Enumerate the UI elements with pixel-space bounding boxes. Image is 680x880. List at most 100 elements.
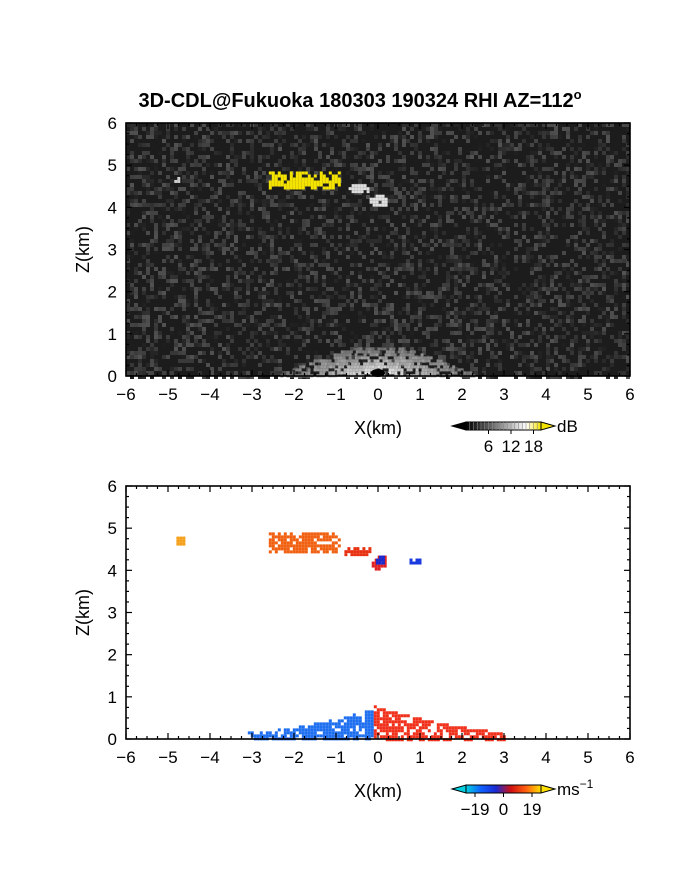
noise-pixel (522, 171, 526, 175)
noise-pixel (282, 139, 286, 143)
echo-pixel (385, 711, 389, 715)
x-tick-label: −6 (116, 748, 135, 767)
noise-pixel (186, 179, 190, 183)
noise-pixel (530, 143, 534, 147)
noise-pixel (282, 199, 286, 203)
noise-pixel (146, 371, 150, 375)
noise-pixel (162, 295, 166, 299)
noise-pixel (538, 267, 542, 271)
noise-pixel (126, 259, 130, 263)
echo-pixel (433, 371, 437, 375)
noise-pixel (546, 355, 550, 359)
noise-pixel (578, 191, 582, 195)
noise-pixel (218, 191, 222, 195)
echo-pixel (367, 719, 371, 723)
echo-feature (268, 171, 341, 190)
echo-pixel (346, 719, 350, 723)
noise-pixel (502, 339, 506, 343)
echo-pixel (331, 544, 335, 548)
echo-pixel (319, 538, 323, 542)
noise-pixel (438, 315, 442, 319)
noise-pixel (162, 219, 166, 223)
noise-pixel (494, 375, 498, 379)
echo-pixel (454, 726, 458, 730)
noise-pixel (126, 255, 130, 259)
echo-pixel (346, 725, 350, 729)
noise-pixel (306, 327, 310, 331)
noise-pixel (626, 331, 630, 335)
echo-pixel (418, 558, 422, 562)
noise-pixel (610, 255, 614, 259)
noise-pixel (570, 267, 574, 271)
noise-pixel (182, 347, 186, 351)
noise-pixel (334, 211, 338, 215)
noise-pixel (558, 375, 562, 379)
y-tick-label: 0 (108, 367, 117, 386)
noise-pixel (434, 295, 438, 299)
noise-pixel (562, 151, 566, 155)
noise-pixel (222, 179, 226, 183)
noise-pixel (234, 211, 238, 215)
noise-pixel (234, 323, 238, 327)
noise-pixel (470, 199, 474, 203)
noise-pixel (534, 167, 538, 171)
echo-pixel (304, 180, 308, 184)
noise-pixel (526, 191, 530, 195)
noise-pixel (466, 231, 470, 235)
noise-pixel (354, 243, 358, 247)
noise-pixel (370, 175, 374, 179)
noise-pixel (598, 263, 602, 267)
noise-pixel (614, 151, 618, 155)
noise-pixel (238, 331, 242, 335)
noise-pixel (590, 327, 594, 331)
noise-pixel (190, 175, 194, 179)
echo-pixel (430, 720, 434, 724)
noise-pixel (182, 335, 186, 339)
noise-pixel (430, 123, 434, 127)
noise-pixel (390, 239, 394, 243)
noise-pixel (366, 235, 370, 239)
noise-pixel (474, 287, 478, 291)
noise-pixel (198, 343, 202, 347)
noise-pixel (318, 299, 322, 303)
echo-pixel (346, 728, 350, 732)
noise-pixel (326, 287, 330, 291)
noise-pixel (238, 199, 242, 203)
noise-pixel (566, 359, 570, 363)
noise-pixel (278, 315, 282, 319)
noise-pixel (550, 179, 554, 183)
noise-pixel (342, 151, 346, 155)
noise-pixel (574, 339, 578, 343)
noise-pixel (386, 347, 390, 351)
noise-pixel (186, 335, 190, 339)
echo-pixel (322, 544, 326, 548)
noise-pixel (534, 375, 538, 379)
noise-pixel (206, 287, 210, 291)
noise-pixel (522, 359, 526, 363)
noise-pixel (294, 299, 298, 303)
noise-pixel (446, 179, 450, 183)
noise-pixel (146, 167, 150, 171)
noise-pixel (154, 127, 158, 131)
noise-pixel (418, 339, 422, 343)
noise-pixel (374, 347, 378, 351)
noise-pixel (286, 291, 290, 295)
noise-pixel (370, 171, 374, 175)
noise-pixel (590, 335, 594, 339)
noise-pixel (274, 331, 278, 335)
noise-pixel (298, 263, 302, 267)
noise-pixel (482, 259, 486, 263)
noise-pixel (470, 167, 474, 171)
echo-pixel (373, 720, 377, 724)
echo-pixel (427, 368, 431, 372)
noise-pixel (186, 359, 190, 363)
noise-pixel (550, 299, 554, 303)
noise-pixel (462, 307, 466, 311)
echo-pixel (358, 368, 362, 372)
noise-pixel (462, 171, 466, 175)
noise-pixel (510, 283, 514, 287)
noise-pixel (278, 255, 282, 259)
echo-pixel (409, 723, 413, 727)
echo-pixel (360, 190, 364, 194)
noise-pixel (358, 271, 362, 275)
